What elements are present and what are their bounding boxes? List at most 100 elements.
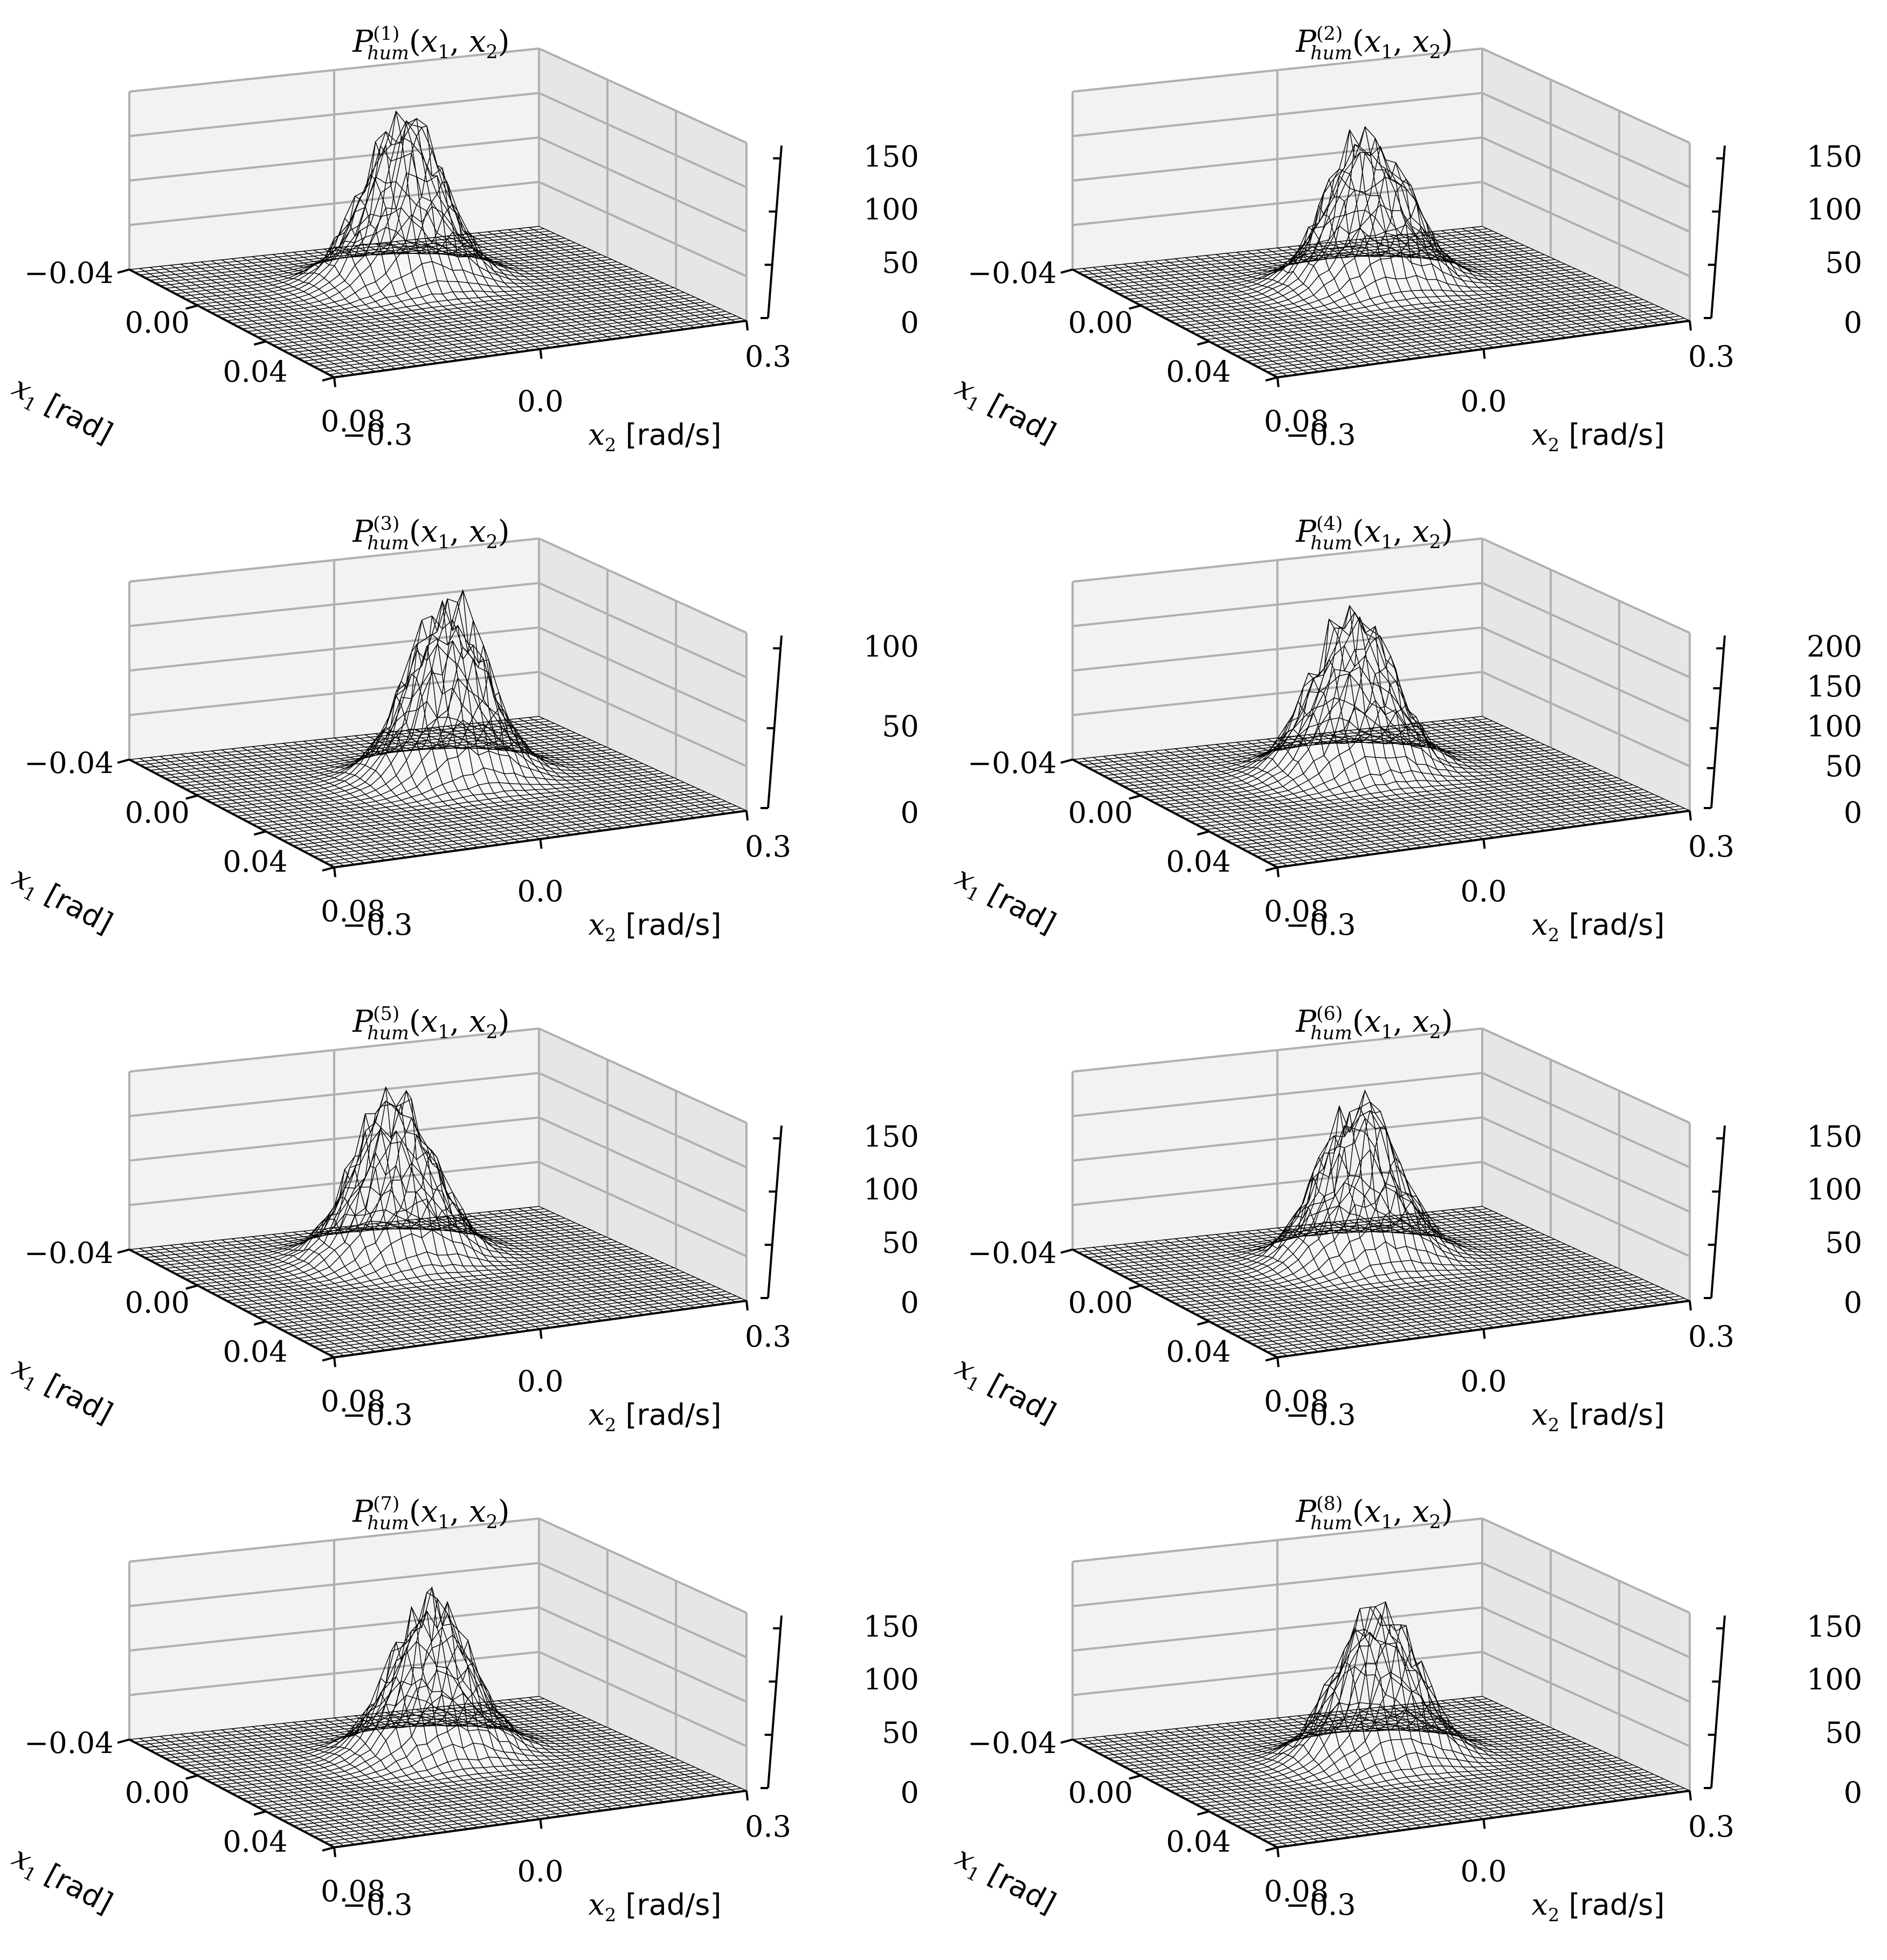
x2-tick-0: −0.3 bbox=[1285, 1888, 1356, 1922]
z-tick-1: 50 bbox=[882, 1226, 919, 1260]
x2-axis-label: x2 [rad/s] bbox=[588, 908, 722, 946]
z-tick-3: 150 bbox=[863, 139, 919, 174]
x1-tick-2: 0.04 bbox=[1166, 1335, 1231, 1369]
x2-tick-2: 0.3 bbox=[1688, 1320, 1734, 1354]
x1-tick-3: 0.08 bbox=[1264, 1384, 1329, 1418]
wireframe-surface-5 bbox=[129, 1086, 747, 1358]
wireframe-surface-2 bbox=[1072, 126, 1690, 378]
floor-pane bbox=[129, 1696, 746, 1847]
x1-tick-1: 0.00 bbox=[1068, 1285, 1133, 1320]
x2-tick-2: 0.3 bbox=[1688, 340, 1734, 374]
z-tick-1: 50 bbox=[1825, 246, 1862, 280]
z-tick-1: 50 bbox=[1825, 1716, 1862, 1750]
surface-plot-svg-2 bbox=[1060, 47, 1726, 388]
z-tick-0: 0 bbox=[1843, 1776, 1862, 1810]
x1-tick-2: 0.04 bbox=[223, 1335, 288, 1369]
floor-pane bbox=[1073, 1206, 1690, 1357]
x2-tick-0: −0.3 bbox=[1285, 418, 1356, 452]
x1-tick-2: 0.04 bbox=[1166, 1825, 1231, 1859]
z-tick-1: 50 bbox=[882, 246, 919, 280]
z-tick-3: 150 bbox=[1806, 139, 1862, 174]
surface-panel-7: −0.04 0.00 0.04 0.08 −0.3 0.0 0.3 0 50 100 150 P(7)… bbox=[0, 1470, 943, 1960]
z-tick-0: 0 bbox=[900, 1286, 919, 1320]
surface-panel-4: −0.04 0.00 0.04 0.08 −0.3 0.0 0.3 0 50 100 150 200 P… bbox=[943, 490, 1886, 980]
wall-gridlines bbox=[1072, 1517, 1691, 1791]
x2-tick-2: 0.3 bbox=[745, 1320, 791, 1354]
panel-title-4: P(4)hum(x1, x2) bbox=[1296, 513, 1453, 554]
x2-tick-1: 0.0 bbox=[517, 874, 564, 908]
panel-title-5: P(5)hum(x1, x2) bbox=[352, 1003, 510, 1044]
x1-tick-3: 0.08 bbox=[321, 404, 386, 438]
z-tick-3: 150 bbox=[863, 1609, 919, 1644]
x1-tick-3: 0.08 bbox=[1264, 404, 1329, 438]
x2-tick-1: 0.0 bbox=[517, 1854, 564, 1888]
x2-axis-label: x2 [rad/s] bbox=[588, 418, 722, 456]
wall-gridlines bbox=[1072, 47, 1691, 321]
z-tick-2: 100 bbox=[863, 629, 919, 664]
z-tick-0: 0 bbox=[1843, 1286, 1862, 1320]
x2-tick-0: −0.3 bbox=[342, 1888, 413, 1922]
surface-plot-svg-3 bbox=[117, 537, 783, 878]
wall-gridlines bbox=[128, 1027, 748, 1301]
x1-tick-3: 0.08 bbox=[1264, 1874, 1329, 1908]
x1-tick-1: 0.00 bbox=[1068, 1775, 1133, 1810]
x2-tick-2: 0.3 bbox=[745, 1810, 791, 1844]
panel-title-6: P(6)hum(x1, x2) bbox=[1296, 1003, 1453, 1044]
wireframe-surface-7 bbox=[129, 1586, 747, 1848]
surface-panel-2: −0.04 0.00 0.04 0.08 −0.3 0.0 0.3 0 50 100 150 P(2)… bbox=[943, 0, 1886, 490]
x1-tick-3: 0.08 bbox=[1264, 894, 1329, 928]
x1-tick-3: 0.08 bbox=[321, 894, 386, 928]
wall-gridlines bbox=[1072, 1027, 1691, 1301]
x2-tick-0: −0.3 bbox=[1285, 1398, 1356, 1432]
x1-tick-1: 0.00 bbox=[125, 1285, 190, 1320]
z-tick-3: 150 bbox=[1806, 1119, 1862, 1154]
surface-plot-svg-8 bbox=[1060, 1517, 1726, 1858]
surface-plot-svg-7 bbox=[117, 1517, 783, 1858]
x2-tick-1: 0.0 bbox=[1460, 874, 1507, 908]
x1-tick-2: 0.04 bbox=[223, 1825, 288, 1859]
x1-tick-0: −0.04 bbox=[967, 1236, 1057, 1270]
x2-tick-0: −0.3 bbox=[1285, 908, 1356, 942]
x1-tick-1: 0.00 bbox=[125, 305, 190, 340]
z-tick-2: 100 bbox=[863, 192, 919, 227]
x1-tick-0: −0.04 bbox=[24, 256, 114, 290]
z-tick-0: 0 bbox=[1843, 306, 1862, 340]
x2-tick-1: 0.0 bbox=[1460, 384, 1507, 418]
x1-tick-2: 0.04 bbox=[1166, 355, 1231, 389]
surface-panel-1: −0.04 0.00 0.04 0.08 −0.3 0.0 0.3 0 50 100 150 P(1)… bbox=[0, 0, 943, 490]
x2-tick-2: 0.3 bbox=[745, 830, 791, 864]
x2-tick-0: −0.3 bbox=[342, 418, 413, 452]
x1-tick-0: −0.04 bbox=[967, 256, 1057, 290]
surface-panel-3: −0.04 0.00 0.04 0.08 −0.3 0.0 0.3 0 50 100 P(3)hum… bbox=[0, 490, 943, 980]
surface-plot-svg-6 bbox=[1060, 1027, 1726, 1368]
x2-tick-0: −0.3 bbox=[342, 1398, 413, 1432]
z-tick-4: 200 bbox=[1806, 629, 1862, 664]
panel-title-1: P(1)hum(x1, x2) bbox=[352, 23, 510, 64]
x1-tick-0: −0.04 bbox=[24, 746, 114, 780]
x2-axis-label: x2 [rad/s] bbox=[1531, 1888, 1665, 1926]
x1-tick-0: −0.04 bbox=[24, 1726, 114, 1760]
panel-title-3: P(3)hum(x1, x2) bbox=[352, 513, 510, 554]
surface-plot-svg-1 bbox=[117, 47, 783, 388]
x2-tick-0: −0.3 bbox=[342, 908, 413, 942]
z-tick-2: 100 bbox=[1806, 192, 1862, 227]
wall-gridlines bbox=[128, 47, 748, 321]
x2-axis-label: x2 [rad/s] bbox=[1531, 908, 1665, 946]
z-tick-2: 100 bbox=[863, 1662, 919, 1697]
wireframe-surface-8 bbox=[1072, 1601, 1690, 1848]
z-tick-1: 50 bbox=[1825, 1226, 1862, 1260]
x1-tick-3: 0.08 bbox=[321, 1874, 386, 1908]
panel-title-8: P(8)hum(x1, x2) bbox=[1296, 1493, 1453, 1534]
surface-panel-6: −0.04 0.00 0.04 0.08 −0.3 0.0 0.3 0 50 100 150 P(6)… bbox=[943, 980, 1886, 1470]
wall-gridlines bbox=[1072, 537, 1691, 811]
x2-tick-1: 0.0 bbox=[517, 384, 564, 418]
x2-tick-2: 0.3 bbox=[1688, 1810, 1734, 1844]
panel-title-2: P(2)hum(x1, x2) bbox=[1296, 23, 1453, 64]
x2-tick-1: 0.0 bbox=[1460, 1854, 1507, 1888]
surface-panel-8: −0.04 0.00 0.04 0.08 −0.3 0.0 0.3 0 50 100 150 P(8)… bbox=[943, 1470, 1886, 1960]
x2-tick-2: 0.3 bbox=[745, 340, 791, 374]
wireframe-surface-6 bbox=[1072, 1089, 1690, 1358]
x1-tick-0: −0.04 bbox=[24, 1236, 114, 1270]
surface-plot-svg-4 bbox=[1060, 537, 1726, 878]
